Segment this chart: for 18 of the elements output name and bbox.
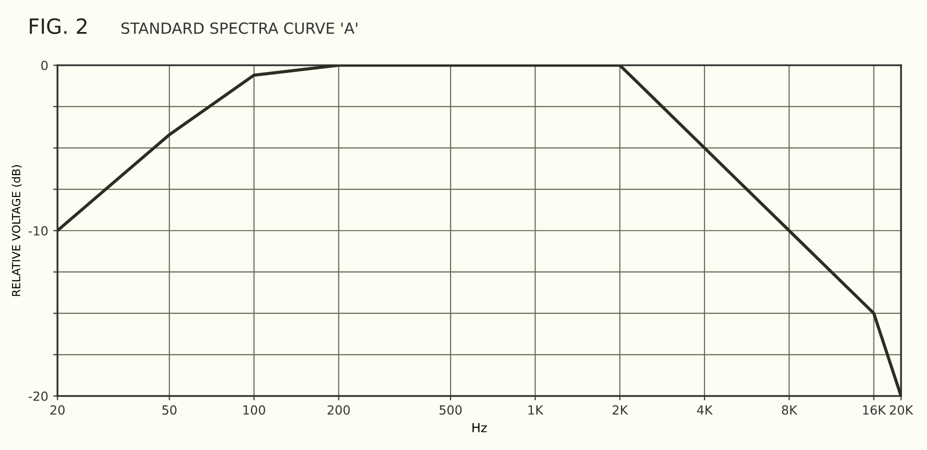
x-tick-label: 1K <box>528 405 544 415</box>
x-tick-label: 2K <box>612 405 628 415</box>
y-tick-label: -10 <box>28 226 48 236</box>
x-tick-label: 50 <box>162 405 176 415</box>
x-tick-label: 200 <box>328 405 350 415</box>
y-tick-label: 0 <box>41 60 48 70</box>
x-tick-label: 20 <box>50 405 65 415</box>
x-tick-label: 4K <box>697 405 713 415</box>
chart-subtitle: STANDARD SPECTRA CURVE 'A' <box>122 22 358 34</box>
x-tick-label: 500 <box>440 405 462 415</box>
x-tick-label: 16K <box>863 405 886 415</box>
x-tick-label: 8K <box>782 405 798 415</box>
x-tick-label: 20K <box>890 405 914 415</box>
x-axis-title: Hz <box>472 423 487 432</box>
x-tick-label: 100 <box>243 405 266 415</box>
chart-title: FIG. 2 <box>30 18 86 34</box>
y-tick-label: -20 <box>28 391 48 401</box>
y-axis-title: RELATIVE VOLTAGE (dB) <box>12 165 22 296</box>
